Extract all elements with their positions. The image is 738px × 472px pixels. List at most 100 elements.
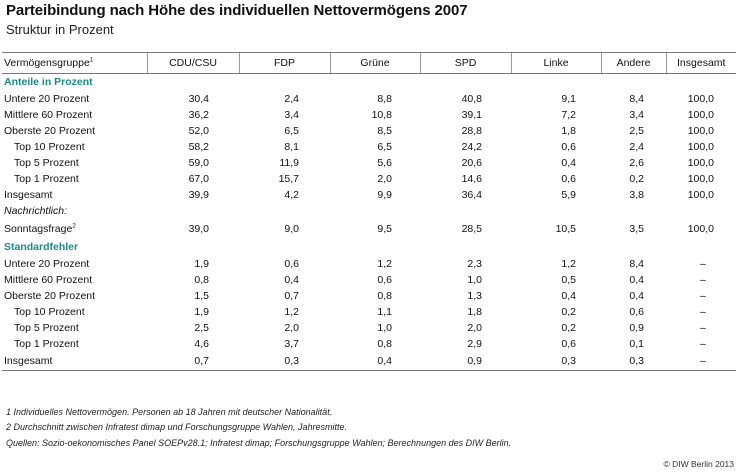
table-cell: 6,5: [377, 141, 392, 153]
table-cell: –: [700, 274, 706, 286]
nachrichtlich-label: Nachrichtlich:: [4, 205, 68, 217]
table-cell: 0,9: [420, 352, 511, 371]
section-label: Anteile in Prozent: [4, 76, 93, 88]
column-header: Insgesamt: [665, 52, 736, 74]
copyright-credit: © DIW Berlin 2013: [663, 459, 734, 469]
table-cell: –: [666, 352, 736, 371]
table-cell: 8,8: [377, 93, 392, 105]
table-cell: 2,5: [194, 322, 209, 334]
table-cell: 14,6: [461, 173, 482, 185]
table-cell: 4,2: [284, 189, 299, 201]
row-group-header: Vermögensgruppe1: [2, 52, 147, 74]
table-row: Mittlere 60 Prozent 36,2 3,4 10,8 39,1 7,2 3,4…: [2, 107, 736, 123]
footnote-2: 2 Durchschnitt zwischen Infratest dimap …: [6, 422, 348, 432]
table-cell: 0,5: [561, 274, 576, 286]
table-cell: 1,9: [194, 306, 209, 318]
table-cell: 100,0: [687, 93, 714, 105]
table-cell: 0,7: [147, 352, 239, 371]
table-row: Top 5 Prozent 59,0 11,9 5,6 20,6 0,4 2,6 100,0: [2, 155, 736, 171]
table-cell: 28,5: [461, 223, 482, 235]
table-cell: 0,3: [239, 352, 330, 371]
table-cell: 0,3: [601, 352, 666, 371]
table-cell: 1,1: [377, 306, 392, 318]
table-cell: 36,4: [461, 189, 482, 201]
section-anteile: Anteile in Prozent: [2, 74, 736, 92]
table-cell: –: [700, 338, 706, 350]
table-row: Top 1 Prozent 4,6 3,7 0,8 2,9 0,6 0,1 –: [2, 336, 736, 352]
table-cell: 52,0: [188, 125, 209, 137]
table-cell: 8,5: [377, 125, 392, 137]
table-cell: 40,8: [461, 93, 482, 105]
section-standardfehler: Standardfehler: [2, 239, 736, 256]
table-cell: 28,8: [461, 125, 482, 137]
table-cell: 100,0: [687, 157, 714, 169]
table-cell: 8,4: [629, 258, 644, 270]
table-cell: 24,2: [461, 141, 482, 153]
column-header: Linke: [510, 52, 601, 74]
row-label: Top 5 Prozent: [14, 157, 79, 169]
table-subtitle: Struktur in Prozent: [6, 22, 114, 37]
table-cell: 15,7: [278, 173, 299, 185]
table-cell: 11,9: [279, 157, 299, 169]
table-cell: 1,0: [377, 322, 392, 334]
table-cell: –: [700, 290, 706, 302]
table-row: Mittlere 60 Prozent 0,8 0,4 0,6 1,0 0,5 0,4 –: [2, 272, 736, 288]
table-row: Top 1 Prozent 67,0 15,7 2,0 14,6 0,6 0,2 100,0: [2, 171, 736, 187]
row-label: Mittlere 60 Prozent: [4, 274, 93, 286]
row-label: Sonntagsfrage2: [4, 223, 76, 235]
table-row: Sonntagsfrage2 39,0 9,0 9,5 28,5 10,5 3,5 100,0: [2, 219, 736, 239]
row-label: Untere 20 Prozent: [4, 93, 90, 105]
table-row: Insgesamt 39,9 4,2 9,9 36,4 5,9 3,8 100,0: [2, 187, 736, 203]
table-cell: 5,9: [561, 189, 576, 201]
table-cell: 0,6: [629, 306, 644, 318]
table-row: Insgesamt 0,7 0,3 0,4 0,9 0,3 0,3–: [2, 352, 736, 371]
row-label: Oberste 20 Prozent: [4, 125, 96, 137]
table-cell: 2,0: [467, 322, 482, 334]
table-cell: 10,8: [371, 109, 392, 121]
table-cell: 100,0: [687, 141, 714, 153]
table-row: Untere 20 Prozent 1,9 0,6 1,2 2,3 1,2 8,4 –: [2, 256, 736, 272]
table-cell: 58,2: [188, 141, 209, 153]
table-cell: 30,4: [188, 93, 209, 105]
table-cell: 2,9: [467, 338, 482, 350]
table-cell: 59,0: [188, 157, 209, 169]
table-cell: 3,7: [284, 338, 299, 350]
table-cell: 0,4: [561, 290, 576, 302]
table-cell: 6,5: [284, 125, 299, 137]
table-cell: 3,5: [629, 223, 644, 235]
table-cell: 0,8: [194, 274, 209, 286]
column-header: Andere: [600, 52, 666, 74]
table-cell: 2,4: [629, 141, 644, 153]
table-cell: 0,6: [284, 258, 299, 270]
table-cell: 0,2: [561, 306, 576, 318]
table-cell: 3,4: [629, 109, 644, 121]
table-row: Top 10 Prozent 1,9 1,2 1,1 1,8 0,2 0,6 –: [2, 304, 736, 320]
table-cell: 9,5: [377, 223, 392, 235]
table-cell: 0,6: [561, 338, 576, 350]
table-cell: 0,1: [629, 338, 644, 350]
table-cell: 0,3: [511, 352, 601, 371]
table-cell: 9,0: [284, 223, 299, 235]
row-label: Top 1 Prozent: [14, 338, 79, 350]
table-cell: 36,2: [188, 109, 209, 121]
table-cell: 0,6: [561, 173, 576, 185]
table-row: Oberste 20 Prozent 1,5 0,7 0,8 1,3 0,4 0,4 –: [2, 288, 736, 304]
table-cell: 1,0: [467, 274, 482, 286]
table-cell: 0,4: [561, 157, 576, 169]
row-label: Top 1 Prozent: [14, 173, 79, 185]
table-cell: 9,1: [561, 93, 576, 105]
row-label: Top 5 Prozent: [14, 322, 79, 334]
footnote-1: 1 Individuelles Nettovermögen. Personen …: [6, 407, 333, 417]
table-cell: 0,6: [377, 274, 392, 286]
table-cell: 3,8: [629, 189, 644, 201]
table-cell: 9,9: [377, 189, 392, 201]
table-cell: 39,0: [188, 223, 209, 235]
table-cell: 0,4: [629, 274, 644, 286]
table-cell: 0,2: [561, 322, 576, 334]
table-cell: 39,1: [461, 109, 482, 121]
table-cell: 4,6: [194, 338, 209, 350]
column-header: CDU/CSU: [146, 52, 239, 74]
table-cell: 0,4: [284, 274, 299, 286]
table-cell: 100,0: [687, 223, 714, 235]
table-cell: 1,2: [284, 306, 299, 318]
